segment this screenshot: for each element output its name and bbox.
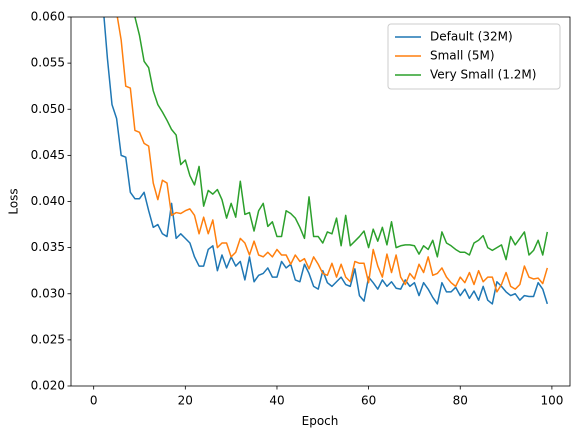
x-tick-label: 20 bbox=[178, 394, 193, 408]
plot-area bbox=[103, 17, 549, 305]
legend-label: Default (32M) bbox=[430, 30, 513, 44]
y-tick-label: 0.020 bbox=[31, 379, 65, 393]
x-tick-label: 0 bbox=[90, 394, 98, 408]
y-tick-label: 0.040 bbox=[31, 194, 65, 208]
plot-frame bbox=[70, 16, 571, 387]
y-tick-label: 0.045 bbox=[31, 148, 65, 162]
series-line bbox=[116, 17, 549, 293]
x-tick-label: 40 bbox=[269, 394, 284, 408]
x-tick-label: 80 bbox=[453, 394, 468, 408]
y-tick-label: 0.030 bbox=[31, 286, 65, 300]
y-tick-label: 0.060 bbox=[31, 10, 65, 24]
x-tick-label: 100 bbox=[540, 394, 563, 408]
series-line bbox=[134, 17, 549, 261]
y-tick-label: 0.050 bbox=[31, 102, 65, 116]
series-line bbox=[103, 17, 549, 305]
y-tick-label: 0.055 bbox=[31, 56, 65, 70]
legend-label: Small (5M) bbox=[430, 49, 495, 63]
x-tick-label: 60 bbox=[361, 394, 376, 408]
y-tick-label: 0.035 bbox=[31, 240, 65, 254]
y-axis-label: Loss bbox=[7, 188, 21, 214]
legend-box bbox=[387, 23, 561, 90]
legend-label: Very Small (1.2M) bbox=[430, 68, 536, 82]
y-tick-label: 0.025 bbox=[31, 332, 65, 346]
x-axis-label: Epoch bbox=[302, 414, 339, 428]
legend: Default (32M) Small (5M) Very Small (1.2M) bbox=[387, 23, 561, 90]
